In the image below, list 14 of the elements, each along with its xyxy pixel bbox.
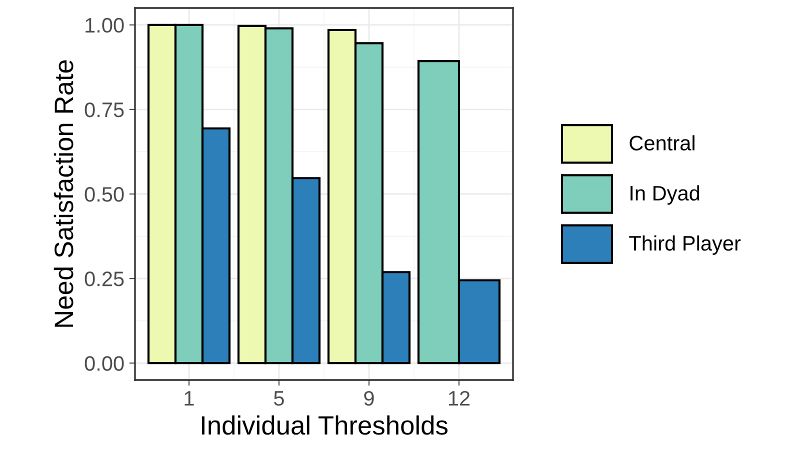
legend-label: Third Player <box>629 235 741 255</box>
legend-label: Central <box>630 135 694 151</box>
legend-label: In Dyad <box>630 185 700 205</box>
y-tick-label: 0.25 <box>84 272 124 286</box>
y-axis-title: Need Satisfaction Rate <box>54 60 74 327</box>
x-tick-label: 5 <box>274 391 284 406</box>
y-tick-label: 0.75 <box>84 102 124 118</box>
x-tick-label: 1 <box>184 391 194 406</box>
x-tick-label: 12 <box>449 390 470 406</box>
y-tick-label: 1.00 <box>86 18 124 33</box>
y-tick-label: 0.50 <box>84 187 124 202</box>
x-axis-title: Individual Thresholds <box>202 415 448 435</box>
y-tick-label: 0.00 <box>84 356 124 371</box>
x-tick-label: 9 <box>364 390 374 406</box>
